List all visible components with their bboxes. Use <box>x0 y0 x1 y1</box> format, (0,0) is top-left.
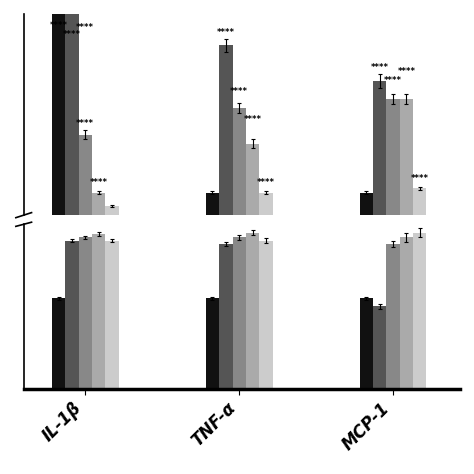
Text: ****: **** <box>397 67 415 76</box>
Bar <box>105 241 118 389</box>
Bar <box>65 241 79 389</box>
Bar <box>233 237 246 389</box>
Bar <box>360 298 373 389</box>
Bar <box>386 244 400 389</box>
Text: ****: **** <box>63 30 81 39</box>
Bar <box>206 298 219 389</box>
Text: ****: **** <box>50 21 68 30</box>
Bar <box>206 193 219 215</box>
Bar <box>79 135 92 215</box>
Bar <box>52 0 65 215</box>
Bar <box>105 206 118 215</box>
Bar <box>386 99 400 215</box>
Bar <box>219 46 233 215</box>
Text: ****: **** <box>230 87 248 96</box>
Text: ****: **** <box>244 115 262 124</box>
Bar <box>92 234 105 389</box>
Text: ****: **** <box>257 178 275 187</box>
Bar <box>246 233 259 389</box>
Text: ****: **** <box>411 173 429 182</box>
Bar <box>360 193 373 215</box>
Bar <box>400 99 413 215</box>
Bar <box>233 108 246 215</box>
Bar <box>259 193 273 215</box>
Bar <box>259 241 273 389</box>
Bar <box>413 233 427 389</box>
Text: ****: **** <box>90 178 108 187</box>
Bar <box>92 193 105 215</box>
Bar <box>373 307 386 389</box>
Text: ****: **** <box>76 23 94 32</box>
Text: ****: **** <box>371 63 389 72</box>
Bar <box>65 0 79 215</box>
Text: ****: **** <box>76 119 94 128</box>
Bar <box>79 237 92 389</box>
Text: ****: **** <box>384 76 402 85</box>
Bar <box>400 237 413 389</box>
Bar <box>219 244 233 389</box>
Bar <box>373 81 386 215</box>
Bar <box>413 188 427 215</box>
Text: ****: **** <box>217 27 235 36</box>
Bar <box>52 298 65 389</box>
Bar <box>246 144 259 215</box>
